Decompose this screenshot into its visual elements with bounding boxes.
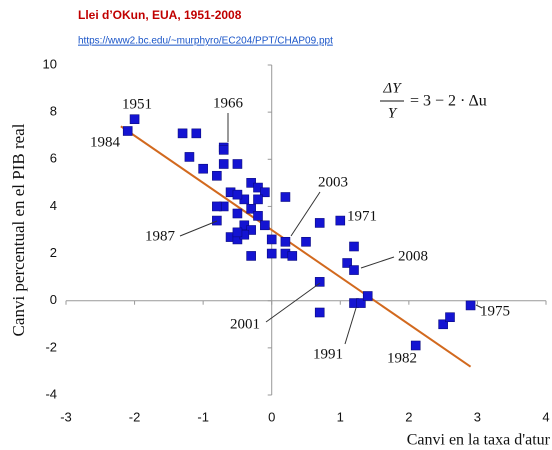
- point-annotation: 1971: [347, 208, 377, 224]
- leader-line: [265, 282, 321, 323]
- point: [218, 145, 229, 155]
- point: [314, 307, 325, 318]
- point-annotation: 2003: [318, 174, 348, 190]
- y-tick-label: 8: [50, 104, 57, 119]
- x-tick-label: 1: [337, 409, 344, 424]
- point: [362, 291, 373, 301]
- point: [438, 319, 448, 330]
- point: [212, 170, 222, 181]
- point: [410, 340, 421, 351]
- x-tick-label: 4: [542, 409, 549, 424]
- point: [246, 251, 256, 261]
- point: [253, 194, 263, 205]
- leader-line: [475, 304, 483, 309]
- x-tick-label: 0: [268, 409, 275, 424]
- point: [314, 277, 325, 287]
- point: [212, 201, 222, 212]
- x-axis-label: Canvi en la taxa d'atur: [407, 432, 551, 449]
- chart-title: Llei d’OKun, EUA, 1951-2008: [78, 8, 242, 22]
- point-annotation: 1987: [145, 228, 176, 244]
- x-tick-label: -3: [60, 409, 72, 424]
- equation-rest: = 3 − 2 · Δu: [410, 93, 487, 110]
- point: [232, 189, 243, 200]
- point: [445, 312, 455, 323]
- point: [349, 265, 359, 275]
- point: [287, 251, 298, 261]
- point: [184, 152, 195, 162]
- point-annotation: 1951: [122, 96, 152, 112]
- y-tick-label: 10: [43, 56, 57, 71]
- y-tick-label: -2: [45, 339, 57, 354]
- point-annotation: 1991: [313, 346, 343, 362]
- point: [280, 192, 291, 202]
- equation-numerator: ΔY: [382, 80, 402, 96]
- point: [301, 236, 311, 247]
- x-tick-label: 2: [405, 409, 412, 424]
- y-tick-label: 2: [50, 245, 57, 260]
- point: [246, 203, 256, 214]
- point: [253, 211, 263, 221]
- point: [266, 248, 277, 259]
- point-annotation: 1984: [90, 134, 121, 150]
- point: [198, 163, 208, 174]
- leader-line: [344, 307, 357, 345]
- y-tick-label: 6: [50, 151, 57, 166]
- point: [129, 114, 140, 125]
- point: [218, 159, 229, 169]
- y-tick-label: 4: [50, 198, 57, 213]
- point: [280, 236, 291, 247]
- point: [314, 218, 325, 228]
- point: [177, 128, 188, 139]
- point-annotation: 1982: [387, 350, 417, 366]
- point: [356, 298, 366, 308]
- point-annotation: 1966: [213, 95, 244, 111]
- point: [266, 234, 277, 245]
- y-axis-label: Canvi percentual en el PIB real: [9, 123, 28, 336]
- point: [465, 300, 476, 311]
- leader-line: [179, 220, 218, 237]
- point-annotation: 1975: [480, 303, 510, 319]
- x-tick-label: 3: [474, 409, 481, 424]
- point: [232, 227, 243, 238]
- y-tick-label: 0: [50, 292, 57, 307]
- x-tick-label: -2: [129, 409, 141, 424]
- point: [191, 128, 202, 139]
- point: [232, 208, 243, 219]
- x-tick-label: -1: [197, 409, 209, 424]
- point: [260, 220, 270, 231]
- point: [212, 215, 222, 226]
- leader-line: [290, 191, 321, 237]
- trend-line: [120, 125, 472, 368]
- point: [335, 215, 346, 226]
- point: [342, 258, 352, 268]
- point-annotation: 2001: [230, 316, 260, 332]
- equation-denominator: Y: [388, 105, 398, 121]
- leader-line: [360, 256, 395, 269]
- source-link[interactable]: https://www2.bc.edu/~murphyro/EC204/PPT/…: [78, 36, 333, 47]
- point: [260, 187, 270, 198]
- point-annotation: 2008: [398, 248, 428, 264]
- y-tick-label: -4: [45, 386, 57, 401]
- point: [122, 126, 133, 136]
- point: [349, 241, 359, 252]
- point: [232, 159, 243, 169]
